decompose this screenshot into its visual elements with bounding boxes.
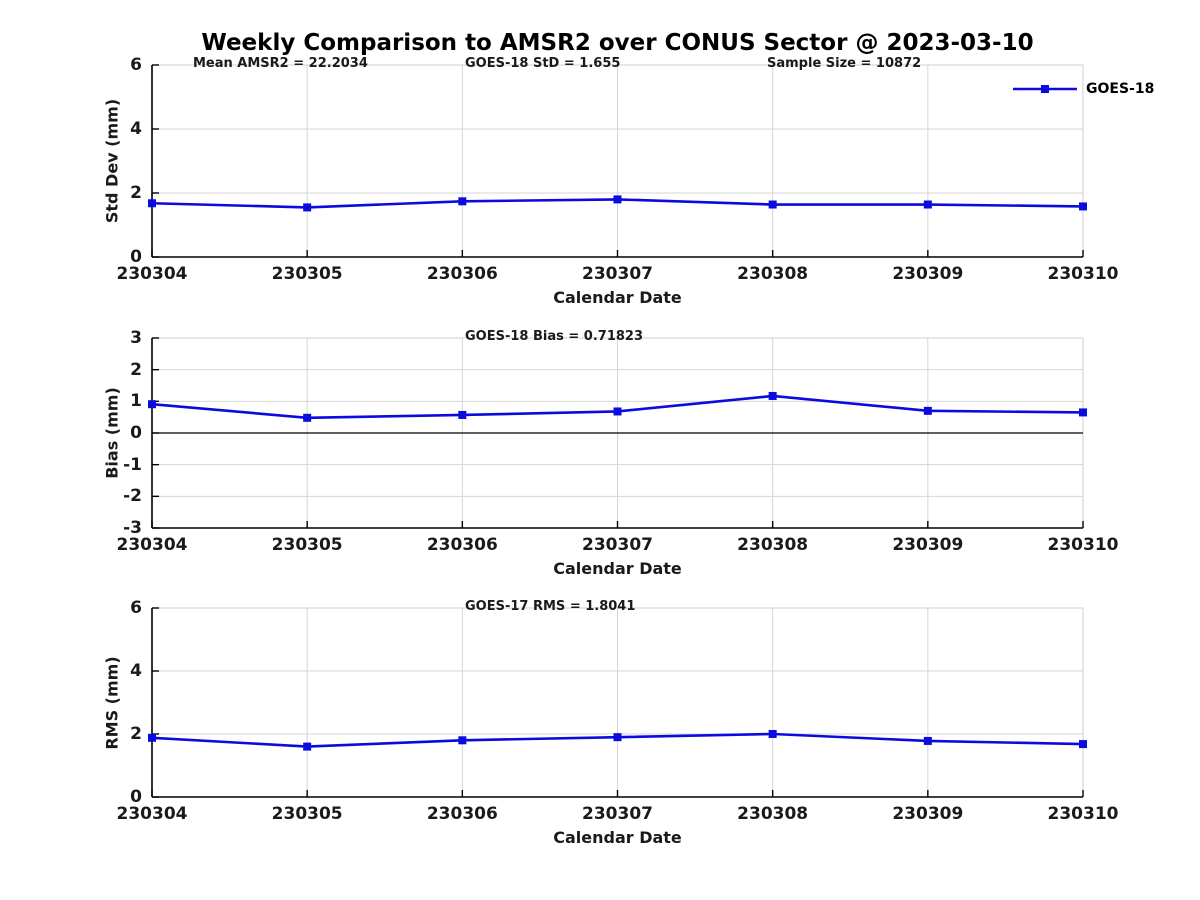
subplot-annotation: GOES-18 Bias = 0.71823	[465, 329, 644, 344]
y-axis-label: RMS (mm)	[102, 655, 122, 750]
y-tick-label: 2	[130, 183, 142, 203]
x-tick-label: 230304	[116, 264, 188, 284]
data-point-marker	[768, 200, 777, 209]
x-tick-label: 230310	[1047, 264, 1119, 284]
y-tick-label: -2	[123, 486, 142, 507]
x-tick-label: 230307	[582, 535, 653, 555]
x-tick-label: 230309	[892, 264, 964, 284]
data-point-marker	[458, 736, 467, 745]
x-tick-label: 230305	[271, 804, 343, 824]
y-tick-label: 6	[130, 55, 142, 75]
plot-canvas	[148, 607, 1087, 798]
data-point-marker	[1079, 740, 1087, 749]
data-point-marker	[148, 400, 156, 409]
subplot-bias: GOES-18 Bias = 0.71823 3 2 1 0 -1 -2 -3 230304 23…	[103, 328, 1119, 578]
y-axis-label: Bias (mm)	[102, 387, 122, 479]
plot-canvas	[148, 337, 1087, 529]
y-tick-label: 4	[130, 661, 142, 681]
y-tick-label: -1	[123, 454, 142, 475]
y-tick-label: 3	[130, 328, 142, 348]
data-point-marker	[768, 730, 777, 738]
subplot-annotation: GOES-18 StD = 1.655	[465, 56, 621, 71]
legend-line-marker-icon	[1013, 85, 1077, 93]
x-axis-label: Calendar Date	[553, 288, 682, 307]
data-point-marker	[303, 203, 312, 212]
subplot-annotation: Mean AMSR2 = 22.2034	[193, 56, 368, 71]
plot-canvas	[148, 64, 1087, 258]
x-tick-label: 230305	[271, 535, 343, 555]
subplot-annotation: GOES-17 RMS = 1.8041	[465, 599, 636, 614]
y-tick-label: 0	[130, 423, 142, 443]
x-tick-label: 230310	[1047, 804, 1119, 824]
x-tick-label: 230309	[892, 535, 964, 555]
y-tick-label: 1	[130, 391, 142, 412]
y-tick-label: 0	[130, 787, 142, 807]
x-axis-label: Calendar Date	[553, 828, 682, 847]
x-tick-label: 230306	[426, 535, 498, 555]
figure-title: Weekly Comparison to AMSR2 over CONUS Se…	[201, 30, 1034, 56]
x-tick-label: 230305	[271, 264, 343, 284]
y-tick-label: 0	[130, 247, 142, 267]
legend-label: GOES-18	[1086, 81, 1155, 97]
y-tick-label: 2	[130, 359, 142, 380]
subplot-rms: GOES-17 RMS = 1.8041 6 4 2 0 230304 230305 2303…	[103, 598, 1119, 847]
y-tick-label: 6	[130, 598, 142, 618]
x-tick-label: 230309	[892, 804, 964, 824]
x-tick-label: 230308	[737, 804, 809, 824]
data-point-marker	[923, 200, 932, 209]
data-point-marker	[613, 407, 622, 416]
y-tick-label: -3	[123, 518, 142, 538]
x-tick-label: 230308	[737, 264, 809, 284]
x-tick-label: 230306	[426, 804, 498, 824]
data-point-marker	[303, 742, 312, 751]
data-point-marker	[148, 199, 156, 208]
data-point-marker	[923, 406, 932, 415]
data-point-marker	[613, 733, 622, 742]
x-tick-label: 230308	[737, 535, 809, 555]
data-point-marker	[768, 391, 777, 400]
x-tick-label: 230304	[116, 804, 188, 824]
data-point-marker	[613, 195, 622, 204]
data-point-marker	[1079, 408, 1087, 417]
data-point-marker	[458, 197, 467, 206]
data-point-marker	[303, 413, 312, 422]
subplot-std-dev: Mean AMSR2 = 22.2034 GOES-18 StD = 1.655 S…	[103, 55, 1119, 307]
y-tick-label: 4	[130, 119, 142, 139]
y-axis-label: Std Dev (mm)	[102, 98, 122, 224]
data-point-marker	[458, 410, 467, 419]
x-tick-label: 230307	[582, 804, 653, 824]
subplot-annotation: Sample Size = 10872	[767, 56, 922, 71]
x-tick-label: 230310	[1047, 535, 1119, 555]
data-point-marker	[1079, 202, 1087, 211]
x-axis-label: Calendar Date	[553, 559, 682, 578]
data-point-marker	[148, 733, 156, 742]
x-tick-label: 230306	[426, 264, 498, 284]
x-tick-label: 230304	[116, 535, 188, 555]
x-tick-label: 230307	[582, 264, 653, 284]
legend: GOES-18	[1012, 81, 1154, 97]
y-tick-label: 2	[130, 724, 142, 744]
data-point-marker	[923, 736, 932, 745]
